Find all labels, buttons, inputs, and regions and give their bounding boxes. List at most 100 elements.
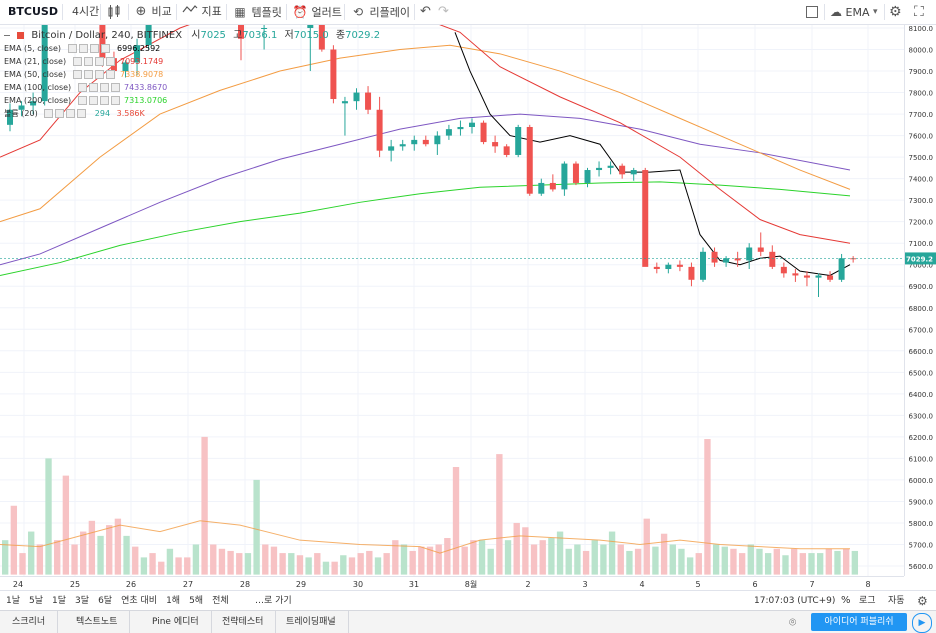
tab-trading-panel[interactable]: 트레이딩패널 (274, 611, 349, 633)
top-toolbar: BTCUSD 4시간 ⊕ 비교 지표 ▦ 템플릿 ⏰ 얼러트 ⟲ 리플레이 ↶ … (0, 0, 936, 25)
legend-study-ema200[interactable]: EMA (200, close) 7313.0706 (4, 94, 380, 107)
candle-body (746, 247, 753, 261)
tab-text-notes[interactable]: 텍스트노트 (64, 611, 131, 633)
candle-body (515, 126, 522, 155)
settings-icon[interactable] (83, 57, 93, 66)
chart-style-button[interactable] (106, 0, 122, 24)
close-icon[interactable] (94, 70, 104, 79)
close-icon[interactable] (66, 109, 76, 118)
candle-body (757, 247, 764, 252)
publish-idea-button[interactable]: 아이디어 퍼블리쉬 (811, 613, 907, 631)
candle-body (422, 139, 429, 145)
volume-bar (556, 531, 564, 575)
legend-open: 7025 (200, 30, 226, 41)
volume-bar (54, 540, 61, 575)
more-icon[interactable] (105, 57, 115, 66)
range-button[interactable]: 5날 (29, 596, 44, 606)
collapse-legend-icon[interactable] (4, 34, 10, 36)
volume-bar (799, 553, 806, 575)
volume-bar (738, 553, 746, 575)
close-icon[interactable] (99, 83, 109, 92)
volume-bar (704, 439, 711, 575)
undo-icon[interactable]: ↶ (420, 4, 431, 19)
range-button[interactable]: 5해 (189, 596, 204, 606)
interval-button[interactable]: 4시간 (72, 5, 100, 18)
replay-button[interactable]: ⟲ 리플레이 (350, 0, 410, 24)
goto-date-button[interactable]: …로 가기 (255, 596, 292, 606)
eye-icon[interactable] (67, 44, 77, 53)
legend-study-ema50[interactable]: EMA (50, close) 7338.9078 (4, 68, 380, 81)
more-icon[interactable] (110, 96, 120, 105)
legend-study-ema5[interactable]: EMA (5, close) 6996.2592 (4, 42, 380, 55)
settings-icon[interactable] (88, 83, 98, 92)
more-icon[interactable] (100, 44, 110, 53)
percent-toggle[interactable]: % (841, 595, 851, 606)
redo-icon[interactable]: ↷ (438, 4, 449, 19)
time-axis[interactable]: 24 25 26 27 28 29 30 31 8월 2 3 4 5 6 7 8 (0, 576, 904, 591)
fullscreen-button[interactable] (806, 0, 818, 24)
more-icon[interactable] (77, 109, 87, 118)
templates-button[interactable]: ▦ 템플릿 (232, 0, 282, 24)
range-button[interactable]: 3달 (75, 596, 90, 606)
candle-body (261, 28, 268, 29)
settings-gear-icon[interactable]: ⚙ (917, 594, 928, 608)
price-tick-label: 5600.0 (909, 563, 934, 571)
range-button[interactable]: 전체 (212, 596, 229, 606)
volume-bar (210, 544, 217, 575)
alert-button[interactable]: ⏰ 얼러트 (292, 0, 342, 24)
legend-study-ema21[interactable]: EMA (21, close) 7093.1749 (4, 55, 380, 68)
volume-bar (184, 557, 191, 575)
tab-screener[interactable]: 스크리너 (0, 611, 59, 633)
time-scale[interactable]: 24 25 26 27 28 29 30 31 8월 2 3 4 5 6 7 8 (0, 577, 904, 591)
range-button[interactable]: 6달 (98, 596, 113, 606)
volume-bar (28, 531, 35, 575)
settings-icon[interactable] (55, 109, 65, 118)
price-tick-label: 5900.0 (909, 498, 934, 506)
auto-toggle[interactable]: 자동 (888, 596, 905, 606)
legend-study-ema100[interactable]: EMA (100, close) 7433.8670 (4, 81, 380, 94)
range-button[interactable]: 1달 (52, 596, 67, 606)
time-tick-label: 2 (525, 580, 530, 589)
chevron-down-icon[interactable]: ▾ (873, 7, 878, 17)
layout-save-button[interactable]: ☁ EMA (830, 0, 869, 24)
eye-icon[interactable] (72, 57, 82, 66)
clock-display[interactable]: 17:07:03 (UTC+9) (754, 596, 836, 606)
chart-pane[interactable]: Bitcoin / Dollar, 240, BITFINEX 시7025 고7… (0, 25, 904, 576)
range-button[interactable]: 1날 (6, 596, 21, 606)
more-icon[interactable] (110, 83, 120, 92)
eye-icon[interactable] (72, 70, 82, 79)
price-tick-label: 8000.0 (909, 47, 934, 55)
more-icon[interactable] (105, 70, 115, 79)
settings-icon[interactable] (88, 96, 98, 105)
candle-body (792, 273, 799, 276)
camera-icon[interactable]: ⛶ (914, 4, 924, 20)
close-icon[interactable] (94, 57, 104, 66)
legend-study-volume[interactable]: 볼륨 (20) 294 3.586K (4, 107, 380, 120)
volume-bar (106, 525, 113, 575)
price-axis[interactable]: 8100.0 8000.0 7900.0 7800.0 7700.0 7600.0 7500… (904, 25, 936, 576)
settings-icon[interactable] (78, 44, 88, 53)
play-icon[interactable]: ▶ (912, 613, 932, 633)
symbol-search-button[interactable]: BTCUSD (8, 5, 58, 18)
tab-strategy-tester[interactable]: 전략테스터 (210, 611, 277, 633)
settings-icon[interactable] (83, 70, 93, 79)
eye-icon[interactable] (77, 83, 87, 92)
close-icon[interactable] (89, 44, 99, 53)
volume-bar (314, 553, 321, 575)
range-button[interactable]: 연초 대비 (121, 596, 158, 606)
settings-gear-icon[interactable]: ⚙ (889, 4, 902, 20)
indicators-button[interactable]: 지표 (182, 0, 222, 24)
volume-bar (236, 553, 243, 575)
tab-pine-editor[interactable]: Pine 에디터 (140, 611, 212, 633)
close-icon[interactable] (99, 96, 109, 105)
log-toggle[interactable]: 로그 (859, 596, 876, 606)
eye-icon[interactable] (44, 109, 54, 118)
toolbar-divider (824, 4, 825, 20)
price-chart[interactable] (0, 25, 904, 576)
candle-body (238, 25, 244, 39)
range-button[interactable]: 1해 (166, 596, 181, 606)
compare-button[interactable]: ⊕ 비교 (134, 0, 172, 24)
price-scale[interactable]: 8100.0 8000.0 7900.0 7800.0 7700.0 7600.0 7500… (905, 25, 936, 576)
eye-icon[interactable] (77, 96, 87, 105)
camera-icon[interactable]: ⌾ (789, 615, 797, 629)
